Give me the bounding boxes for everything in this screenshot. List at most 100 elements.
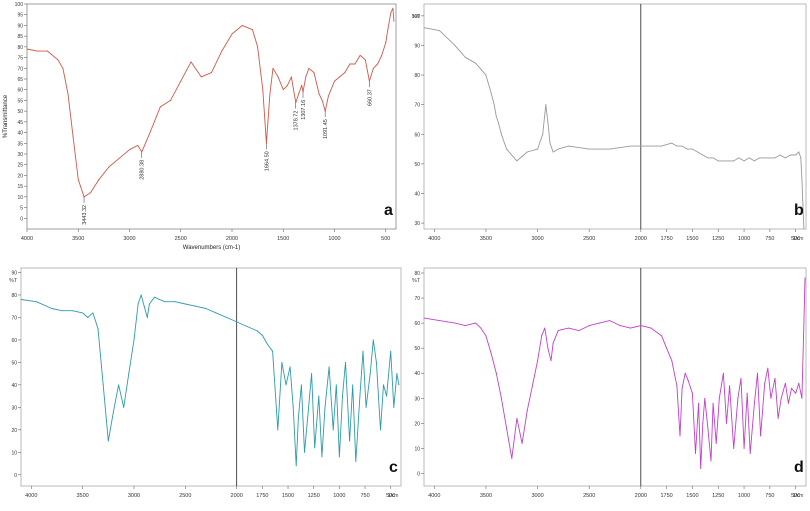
panel-b: 4000 3500 3000 2500 2000 1750 1500 1250 1000 750 5… [412,3,807,242]
data-point [640,325,642,327]
x-tick-label: 1000 [328,236,340,242]
data-point [334,80,335,82]
data-point [660,145,662,147]
y-tick-label: 20 [414,421,420,427]
data-point [362,350,364,352]
data-point [764,382,766,384]
data-point [798,151,800,153]
data-point [369,373,371,375]
data-point [542,133,544,135]
data-point [137,303,139,305]
data-point [355,460,357,462]
data-point [480,327,482,329]
peak-label: 3443.32 [82,205,88,225]
x-tick-label: 1500 [686,493,698,499]
data-point [516,417,518,419]
x-tick-label: 1000 [738,236,750,242]
x-tick-label: 3500 [76,493,88,499]
data-point [423,27,425,29]
data-point [385,42,387,44]
y-tick-label: 90 [414,43,420,49]
x-tick-label: 3000 [531,236,543,242]
data-point [289,366,291,368]
data-point [305,76,307,78]
data-point [277,76,279,78]
data-point [550,360,552,362]
x-tick-label: 3000 [123,236,135,242]
data-point [241,24,243,26]
data-point [609,320,611,322]
x-tick-label: 3500 [72,236,84,242]
y-tick-label: 15 [17,184,23,190]
data-point [72,136,74,138]
data-point [174,301,176,303]
data-point [753,160,755,162]
data-point [159,298,161,300]
data-point [365,406,367,408]
y-tick-label: 30 [17,152,23,158]
data-point [495,116,497,117]
data-point [804,277,806,279]
data-point [578,330,580,332]
x-tick-label: 1000 [738,493,750,499]
data-point [256,330,258,332]
data-point [464,56,466,58]
x-tick-label: 750 [765,236,774,242]
y-tick-label: 40 [414,371,420,377]
data-point [118,384,120,386]
data-point [526,151,528,153]
data-point [195,305,197,307]
data-point [803,322,805,324]
data-point [671,142,673,144]
data-point [746,392,748,394]
data-point [282,89,284,91]
data-point [200,76,202,78]
panel-letter: c [389,459,398,476]
data-point [676,145,678,147]
data-point [390,12,392,14]
y-tick-label: 60 [11,338,17,344]
y-tick-label: 85 [17,34,23,40]
data-point [506,148,508,150]
data-point [211,72,212,74]
y-unit-label: %T [412,14,421,20]
data-point [383,384,385,386]
data-point [490,92,492,94]
x-tick-label: 4000 [428,493,440,499]
y-tick-label: 10 [11,450,17,456]
y-tick-label: 50 [11,360,17,366]
data-point [332,429,334,431]
data-point [549,142,551,144]
peak-label: 660.37 [367,89,373,106]
data-point [544,327,546,329]
data-point [715,442,717,444]
y-tick-label: 75 [17,56,23,62]
data-point [140,294,142,296]
data-point [552,151,554,153]
data-point [753,402,755,404]
data-point [26,48,28,50]
data-point [313,72,315,74]
data-point [609,148,611,150]
data-point [516,160,518,162]
data-point [318,395,320,397]
data-point [236,321,238,323]
data-point [392,7,394,9]
y-tick-label: 50 [414,346,420,352]
data-point [377,63,379,65]
y-tick-label: 40 [414,191,420,197]
data-point [129,149,130,151]
data-point [557,330,559,332]
data-point [640,145,642,147]
data-point [359,54,361,56]
y-tick-label: 55 [17,98,23,104]
data-point [184,303,186,305]
spectrum-line [423,27,805,230]
x-tick-label: 500 [381,236,390,242]
data-point [660,335,662,337]
data-point [349,440,351,442]
data-point [97,328,99,330]
data-point [454,44,456,46]
y-tick-label: 0 [417,471,420,477]
